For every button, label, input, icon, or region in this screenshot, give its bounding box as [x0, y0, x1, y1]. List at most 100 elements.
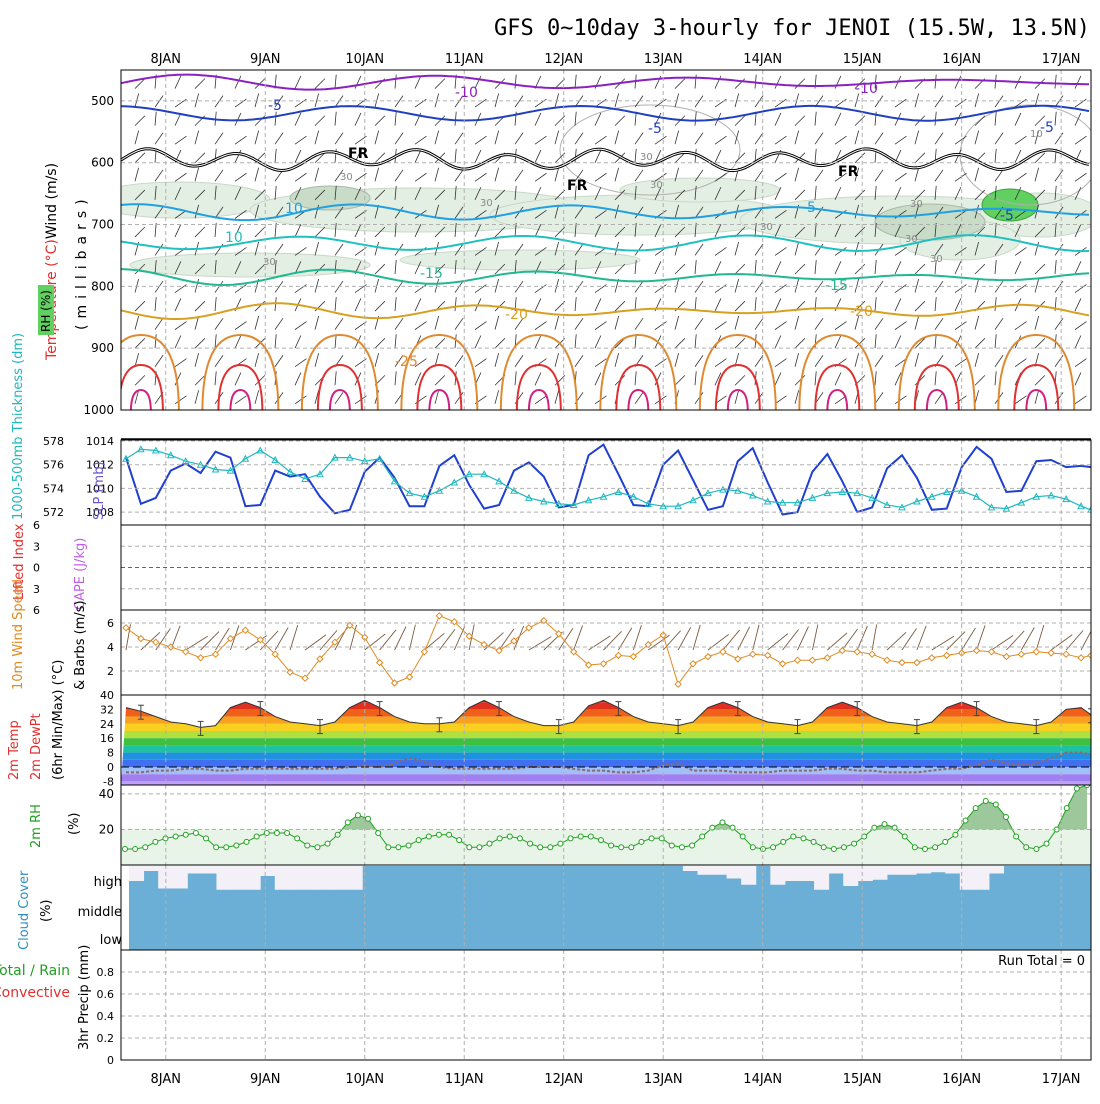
precip-ytick-label: 0.4	[97, 1010, 115, 1023]
wind-barb	[314, 226, 326, 238]
wind-barb	[974, 204, 980, 219]
wind-barb	[654, 149, 662, 163]
wind-barb	[474, 321, 487, 330]
wind-barb	[594, 172, 607, 182]
wind-barb	[814, 371, 817, 386]
wind-barb	[994, 355, 1004, 367]
thickness-point	[972, 492, 981, 500]
rh-point	[749, 844, 756, 851]
wind-barb	[194, 204, 200, 219]
wind-speed-point	[987, 648, 996, 656]
temp-ylabel-group: (6hr Min/Max) (°C)	[51, 660, 66, 780]
cloud-ylabel-group: Cloud Cover	[17, 870, 32, 950]
rh-point	[253, 833, 260, 840]
rh-point	[537, 844, 544, 851]
wind-barb	[174, 358, 187, 368]
wind-barb	[534, 298, 542, 312]
wind-barb	[454, 243, 464, 256]
wind-barb	[554, 353, 560, 367]
wind-barb	[1014, 224, 1022, 238]
wind-speed-point	[450, 618, 458, 626]
wind-barb	[954, 98, 967, 108]
cloud-gap-bar	[712, 866, 728, 875]
wind-barb	[674, 130, 680, 145]
rh-contour-label: 30	[480, 198, 493, 209]
wind-barb	[494, 316, 500, 330]
wind-barb-10m	[841, 628, 858, 651]
thickness-point	[1047, 491, 1056, 499]
wind-speed-point	[226, 634, 235, 643]
rh-point	[577, 833, 584, 840]
thickness-ytick-label: 574	[43, 482, 64, 495]
wind-ylabel-group-2: & Barbs (m/s)	[73, 600, 88, 690]
wind-barb	[454, 334, 457, 349]
wind-barb	[974, 278, 980, 293]
wind-barb	[1014, 210, 1027, 219]
wind-barb	[734, 337, 746, 349]
thickness-point	[1017, 498, 1026, 506]
wind-speed-point	[420, 648, 429, 656]
rh-point	[851, 840, 858, 847]
temp-ytick-label: 24	[100, 718, 114, 731]
wind-barb	[174, 335, 182, 349]
wind-barb	[214, 169, 224, 182]
wind-barb	[674, 263, 686, 275]
wind-barb	[594, 224, 602, 238]
slp-line	[125, 443, 1091, 516]
temp-band	[121, 716, 1091, 724]
wind-barb	[654, 358, 667, 368]
wind-barb	[594, 284, 607, 293]
wind-barb	[494, 390, 500, 404]
x-tick-label-bottom: 11JAN	[445, 1072, 484, 1087]
wind-barb	[274, 222, 277, 237]
wind-barb	[814, 222, 817, 237]
wind-barb	[594, 149, 602, 163]
wind-barb	[374, 278, 380, 293]
wind-barb	[854, 241, 860, 256]
wind-barb	[1014, 261, 1022, 275]
wind-barb	[314, 204, 320, 219]
temp-band	[121, 731, 1091, 739]
wind-barb	[994, 260, 997, 275]
precip-ytick-label: 0.8	[97, 966, 115, 979]
wind-barb	[434, 316, 440, 330]
wind-barb	[474, 335, 482, 349]
wind-speed-point	[838, 646, 846, 655]
rh-point	[972, 805, 979, 812]
wind-barb	[214, 260, 217, 275]
wind-barb	[614, 130, 620, 145]
cloud-fill	[129, 866, 1091, 950]
wind-barb	[174, 98, 187, 108]
wind-barb	[574, 260, 577, 275]
wind-barb	[194, 278, 200, 293]
wind-barb	[494, 78, 506, 89]
rh-point	[354, 812, 361, 819]
wind-barb	[734, 152, 746, 164]
wind-barb	[854, 115, 866, 126]
wind-barb	[914, 300, 926, 312]
wind-barb	[434, 263, 446, 275]
wind-barb	[314, 93, 320, 108]
wind-speed-point	[763, 651, 772, 660]
wind-barb	[494, 337, 506, 349]
wind-speed-point	[137, 634, 145, 643]
rh-point	[830, 846, 837, 852]
wind-barb	[294, 98, 307, 108]
x-tick-label-top: 12JAN	[544, 52, 583, 67]
rh-point	[810, 838, 817, 845]
wind-barb	[394, 185, 397, 200]
wind-barb	[694, 334, 697, 349]
wind-barb	[754, 169, 764, 182]
wind-barb	[134, 115, 146, 126]
wind-barb	[434, 226, 446, 238]
wind-barb	[434, 278, 440, 293]
wind-barb	[134, 316, 140, 330]
wind-barb	[974, 316, 980, 330]
wind-speed-point	[614, 651, 623, 660]
wind-speed-point	[241, 626, 250, 634]
wind-barb-10m	[394, 626, 407, 651]
thickness-point	[898, 503, 906, 511]
rh-ylabel-group-2: (%)	[67, 813, 82, 836]
wind-barb	[1074, 298, 1082, 312]
wind-barb	[374, 189, 386, 201]
